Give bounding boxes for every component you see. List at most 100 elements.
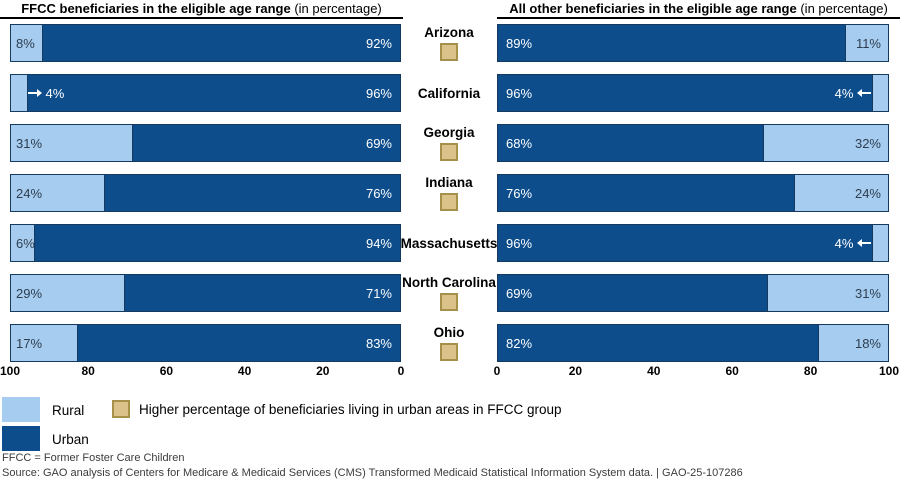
- left-panel-title-text: FFCC beneficiaries in the eligible age r…: [21, 1, 291, 16]
- chart-row: 31% 69% Georgia 68% 32%: [0, 124, 900, 162]
- state-label-cell: Indiana: [401, 174, 497, 212]
- other-beneficiaries-bar: 68% 32%: [497, 124, 889, 162]
- axis-tick-label: 40: [237, 364, 252, 378]
- rural-value-label: 32%: [854, 135, 881, 151]
- state-label-cell: Ohio: [401, 324, 497, 362]
- ffcc-bar: 96% 4%: [10, 74, 401, 112]
- legend: Rural Urban Higher percentage of benefic…: [2, 397, 898, 453]
- legend-ffcc-marker-swatch: [112, 400, 130, 418]
- state-name-label: Ohio: [433, 325, 465, 340]
- other-beneficiaries-bar: 96% 4%: [497, 74, 889, 112]
- ffcc-urban-segment: 96%: [26, 75, 400, 111]
- axis-tick-label: 100: [878, 364, 900, 378]
- urban-value-label: 69%: [365, 135, 392, 151]
- other-urban-segment: 69%: [498, 275, 768, 311]
- ffcc-bar: 31% 69%: [10, 124, 401, 162]
- callout-leader-line: [862, 92, 872, 94]
- right-panel-title-note: (in percentage): [796, 1, 888, 16]
- rural-value-label: 17%: [16, 335, 43, 351]
- small-segment-callout: 4%: [835, 75, 872, 111]
- legend-rural-label: Rural: [52, 403, 85, 418]
- rural-value-label: 18%: [854, 335, 881, 351]
- axis-tick-label: 0: [397, 364, 405, 378]
- other-beneficiaries-bar: 96% 4%: [497, 224, 889, 262]
- other-rural-segment: 31%: [767, 275, 888, 311]
- chart-row: 96% 4% California 96% 4%: [0, 74, 900, 112]
- other-rural-segment: 24%: [794, 175, 888, 211]
- ffcc-rural-segment: 31%: [11, 125, 132, 161]
- other-beneficiaries-bar: 69% 31%: [497, 274, 889, 312]
- ffcc-urban-segment: 69%: [131, 125, 400, 161]
- axis-tick-label: 20: [568, 364, 583, 378]
- left-panel-title: FFCC beneficiaries in the eligible age r…: [0, 1, 403, 16]
- urban-value-label: 92%: [365, 35, 392, 51]
- right-panel-title: All other beneficiaries in the eligible …: [497, 1, 900, 16]
- other-rural-segment: 11%: [845, 25, 888, 61]
- other-urban-segment: 76%: [498, 175, 795, 211]
- urban-value-label: 96%: [506, 235, 533, 251]
- rural-value-label: 6%: [16, 235, 35, 251]
- ffcc-bar: 6% 94%: [10, 224, 401, 262]
- ffcc-higher-urban-marker-icon: [440, 43, 458, 61]
- axis-tick-label: 80: [803, 364, 818, 378]
- urban-value-label: 82%: [506, 335, 533, 351]
- axis-tick-label: 0: [493, 364, 501, 378]
- other-urban-segment: 96%: [498, 75, 873, 111]
- rural-value-label: 31%: [16, 135, 43, 151]
- other-rural-segment: [872, 225, 888, 261]
- ffcc-urban-segment: 83%: [77, 325, 400, 361]
- rural-value-label: 24%: [16, 185, 43, 201]
- urban-value-label: 83%: [365, 335, 392, 351]
- state-label-cell: North Carolina: [401, 274, 497, 312]
- urban-value-label: 76%: [365, 185, 392, 201]
- chart-rows: 8% 92% Arizona 89% 11% 96% 4% California 96% 4% 31…: [0, 24, 900, 364]
- urban-value-label: 69%: [506, 285, 533, 301]
- ffcc-rural-segment: [11, 75, 27, 111]
- state-name-label: Arizona: [424, 25, 474, 40]
- axis-tick-label: 20: [316, 364, 330, 378]
- state-name-label: Massachusetts: [400, 235, 498, 251]
- ffcc-bar: 8% 92%: [10, 24, 401, 62]
- rural-value-label: 4%: [45, 85, 65, 101]
- urban-value-label: 96%: [365, 85, 392, 101]
- rural-value-label: 31%: [854, 285, 881, 301]
- callout-arrowhead-icon: [857, 239, 863, 247]
- other-beneficiaries-bar: 89% 11%: [497, 24, 889, 62]
- urban-value-label: 96%: [506, 85, 533, 101]
- state-label-cell: Massachusetts: [400, 224, 498, 262]
- ffcc-higher-urban-marker-icon: [440, 293, 458, 311]
- ffcc-rural-segment: 24%: [11, 175, 105, 211]
- legend-urban-label: Urban: [52, 432, 89, 447]
- ffcc-urban-segment: 71%: [123, 275, 400, 311]
- right-panel-title-text: All other beneficiaries in the eligible …: [509, 1, 797, 16]
- urban-value-label: 68%: [506, 135, 533, 151]
- urban-value-label: 94%: [365, 235, 392, 251]
- ffcc-urban-segment: 94%: [34, 225, 400, 261]
- ffcc-rural-segment: 6%: [11, 225, 35, 261]
- axis-tick-label: 80: [81, 364, 95, 378]
- state-name-label: California: [417, 85, 481, 101]
- urban-value-label: 71%: [365, 285, 392, 301]
- callout-arrowhead-icon: [36, 89, 42, 97]
- left-title-rule: [0, 17, 403, 19]
- ffcc-bar: 17% 83%: [10, 324, 401, 362]
- chart-row: 24% 76% Indiana 76% 24%: [0, 174, 900, 212]
- small-segment-callout: 4%: [835, 225, 872, 261]
- other-beneficiaries-bar: 76% 24%: [497, 174, 889, 212]
- other-urban-segment: 89%: [498, 25, 846, 61]
- ffcc-urban-segment: 76%: [104, 175, 400, 211]
- rural-value-label: 4%: [834, 85, 854, 101]
- state-name-label: Indiana: [425, 175, 473, 190]
- callout-arrowhead-icon: [857, 89, 863, 97]
- state-name-label: North Carolina: [402, 275, 496, 290]
- ffcc-bar: 29% 71%: [10, 274, 401, 312]
- other-rural-segment: [872, 75, 888, 111]
- chart-row: 8% 92% Arizona 89% 11%: [0, 24, 900, 62]
- footer-ffcc-definition: FFCC = Former Foster Care Children: [2, 452, 185, 464]
- legend-ffcc-marker-label: Higher percentage of beneficiaries livin…: [139, 402, 562, 417]
- rural-value-label: 8%: [16, 35, 35, 51]
- right-title-rule: [497, 17, 900, 19]
- right-x-axis: 0 20 40 60 80 100: [493, 364, 899, 380]
- rural-value-label: 4%: [834, 235, 854, 251]
